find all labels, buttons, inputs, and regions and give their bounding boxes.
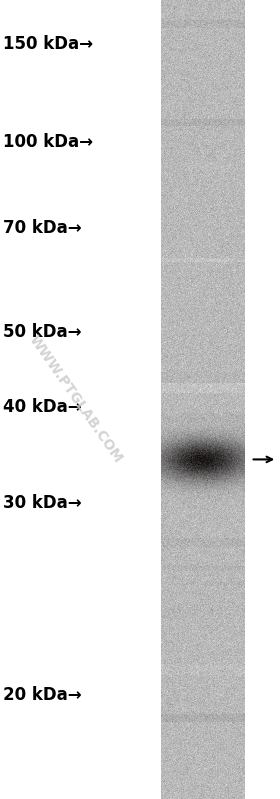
- Text: 20 kDa→: 20 kDa→: [3, 686, 81, 704]
- Text: 100 kDa→: 100 kDa→: [3, 133, 93, 151]
- Text: 50 kDa→: 50 kDa→: [3, 323, 81, 340]
- Text: 70 kDa→: 70 kDa→: [3, 219, 81, 237]
- Text: WWW.PTGLAB.COM: WWW.PTGLAB.COM: [26, 333, 125, 466]
- Text: 30 kDa→: 30 kDa→: [3, 495, 81, 512]
- Text: 150 kDa→: 150 kDa→: [3, 35, 93, 53]
- Text: 40 kDa→: 40 kDa→: [3, 399, 81, 416]
